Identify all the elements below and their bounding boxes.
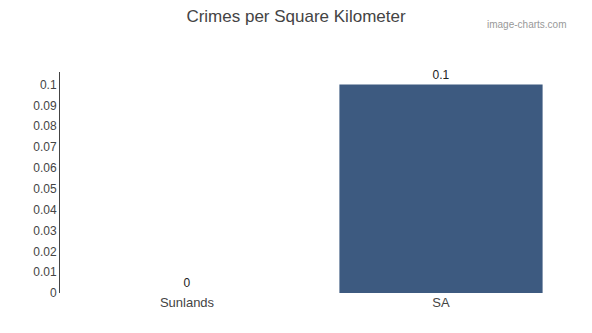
svg-text:0: 0 [184,276,191,290]
svg-text:0: 0 [50,286,57,300]
svg-text:0.06: 0.06 [33,161,57,175]
svg-text:Crimes per Square Kilometer: Crimes per Square Kilometer [186,7,406,26]
svg-text:0.09: 0.09 [33,99,57,113]
svg-text:Sunlands: Sunlands [160,295,215,310]
svg-text:0.01: 0.01 [33,265,57,279]
svg-text:0.02: 0.02 [33,245,57,259]
svg-text:image-charts.com: image-charts.com [487,19,566,30]
svg-text:0.1: 0.1 [40,78,57,92]
svg-text:0.08: 0.08 [33,119,57,133]
svg-text:0.1: 0.1 [432,68,449,82]
svg-text:0.05: 0.05 [33,182,57,196]
svg-text:0.04: 0.04 [33,203,57,217]
svg-text:0.07: 0.07 [33,140,57,154]
svg-text:0.03: 0.03 [33,224,57,238]
svg-text:SA: SA [432,295,450,310]
